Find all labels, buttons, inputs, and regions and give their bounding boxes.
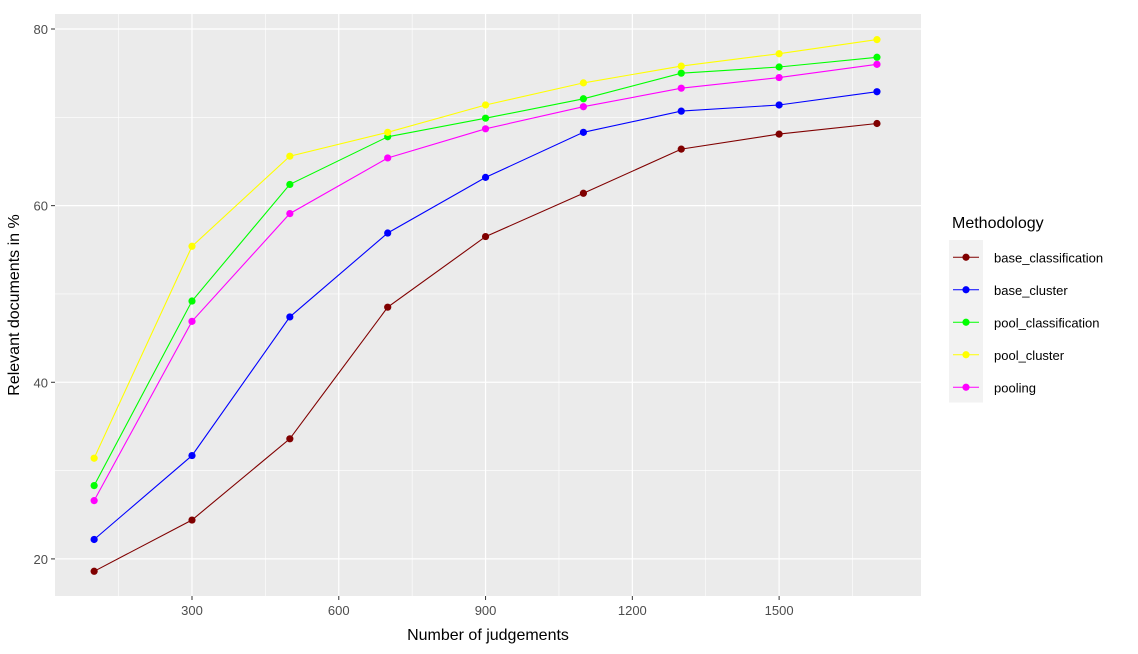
- legend-label: pool_classification: [994, 315, 1100, 330]
- legend-label: base_classification: [994, 250, 1103, 265]
- data-point: [286, 180, 294, 189]
- y-tick-label: 40: [34, 375, 48, 390]
- x-axis: 300 600 900 1200 1500: [181, 596, 794, 618]
- data-point: [90, 497, 98, 505]
- data-point: [384, 303, 392, 311]
- data-point: [775, 73, 783, 82]
- y-axis-title: Relevant documents in %: [6, 214, 23, 395]
- x-tick-label: 600: [328, 603, 350, 618]
- panel-background: [55, 14, 921, 596]
- data-point: [188, 451, 196, 460]
- data-point: [775, 130, 783, 138]
- legend-item: pool_cluster: [953, 348, 1065, 363]
- legend-item: base_classification: [953, 250, 1103, 265]
- data-point: [188, 516, 196, 524]
- data-point: [286, 313, 294, 321]
- data-point: [481, 101, 490, 109]
- series-lines: [90, 36, 881, 575]
- data-point: [579, 79, 588, 87]
- data-point: [579, 95, 588, 103]
- data-point: [579, 103, 588, 111]
- x-tick-label: 300: [181, 603, 203, 618]
- legend-point-icon: [962, 318, 970, 326]
- data-point: [90, 567, 98, 575]
- data-point: [481, 114, 490, 122]
- data-point: [873, 53, 881, 61]
- data-point: [677, 107, 685, 115]
- series-pool-cluster: [90, 36, 881, 462]
- x-tick-label: 1200: [618, 603, 647, 618]
- legend: Methodology base_classification base_clus…: [949, 215, 1103, 403]
- data-point: [481, 125, 490, 133]
- data-point: [677, 145, 685, 153]
- major-gridlines: [55, 14, 921, 596]
- x-axis-title: Number of judgements: [407, 627, 569, 644]
- legend-item: base_cluster: [953, 283, 1068, 298]
- data-point: [384, 128, 392, 136]
- data-point: [384, 154, 392, 162]
- data-point: [677, 62, 685, 70]
- data-point: [90, 482, 98, 490]
- x-tick-label: 900: [475, 603, 497, 618]
- data-point: [775, 101, 783, 109]
- data-point: [579, 189, 588, 197]
- data-point: [188, 242, 196, 250]
- legend-label: pool_cluster: [994, 348, 1065, 363]
- data-point: [90, 535, 98, 544]
- legend-item: pool_classification: [953, 315, 1100, 330]
- data-point: [481, 173, 490, 181]
- data-point: [286, 435, 294, 443]
- series-base-cluster: [90, 88, 881, 544]
- data-point: [775, 50, 783, 58]
- data-point: [286, 209, 294, 218]
- data-point: [188, 297, 196, 305]
- legend-point-icon: [962, 253, 970, 261]
- data-point: [677, 84, 685, 92]
- y-axis: 20 40 60 80: [34, 22, 55, 567]
- data-point: [188, 317, 196, 325]
- data-point: [384, 229, 392, 237]
- legend-point-icon: [962, 286, 970, 294]
- series-pool-classification: [90, 53, 881, 490]
- data-point: [579, 128, 588, 136]
- y-tick-label: 60: [34, 199, 48, 214]
- data-point: [873, 119, 881, 128]
- legend-point-icon: [962, 383, 970, 391]
- data-point: [873, 60, 881, 68]
- y-tick-label: 80: [34, 22, 48, 37]
- data-point: [677, 69, 685, 77]
- legend-label: pooling: [994, 380, 1036, 395]
- data-point: [481, 232, 490, 241]
- data-point: [775, 63, 783, 71]
- y-tick-label: 20: [34, 552, 48, 567]
- legend-point-icon: [962, 351, 970, 359]
- legend-label: base_cluster: [994, 283, 1068, 298]
- series-pooling: [90, 60, 881, 505]
- legend-item: pooling: [953, 380, 1036, 395]
- x-tick-label: 1500: [765, 603, 794, 618]
- data-point: [873, 36, 881, 44]
- series-base-classification: [90, 119, 881, 575]
- data-point: [286, 152, 294, 160]
- data-point: [873, 88, 881, 96]
- legend-title: Methodology: [952, 215, 1044, 232]
- data-point: [90, 454, 98, 462]
